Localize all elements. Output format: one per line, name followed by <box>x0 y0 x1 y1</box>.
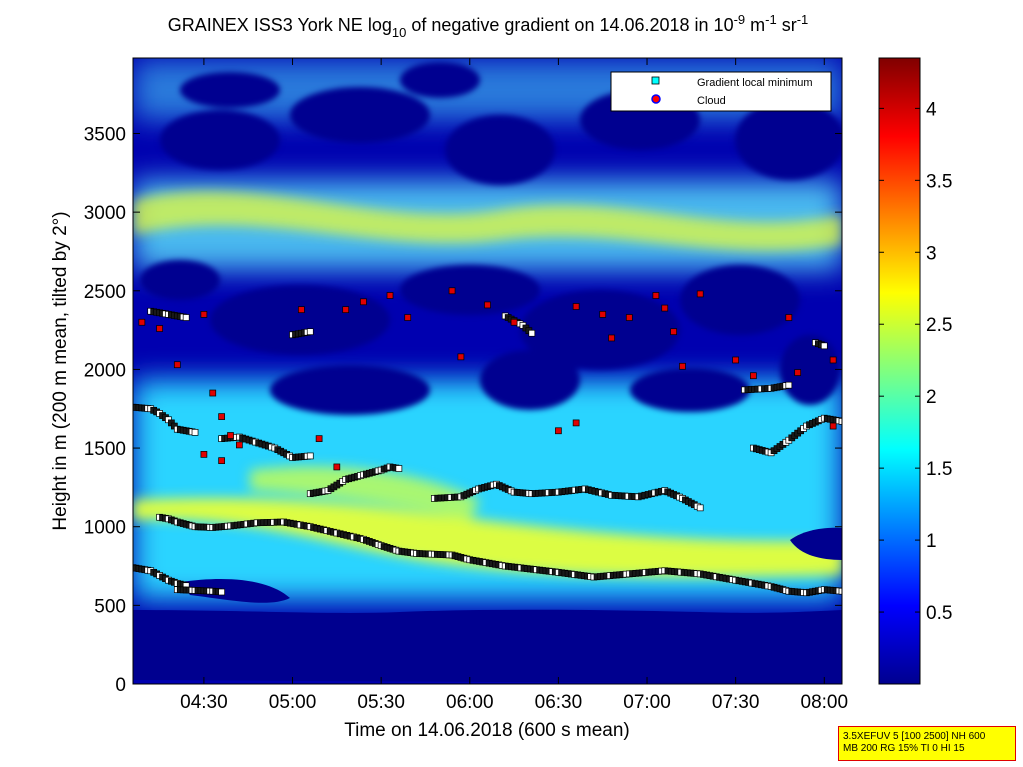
cloud-marker <box>572 419 580 427</box>
minimum-marker <box>182 314 190 321</box>
cloud-marker <box>298 306 305 314</box>
cloud-marker <box>484 301 491 309</box>
y-tick-label: 3000 <box>84 203 126 224</box>
plot-frame <box>132 57 843 685</box>
colorbar <box>878 57 921 685</box>
x-axis: 04:30 05:00 05:30 06:00 06:30 07:00 07:30 08:00 <box>180 58 848 713</box>
cloud-marker <box>333 463 341 471</box>
minimum-marker <box>838 417 842 425</box>
colorbar-tick-label: 4 <box>926 99 937 120</box>
minimum-marker <box>395 465 403 472</box>
cloud-marker <box>555 427 562 435</box>
legend-label-minimum: Gradient local minimum <box>697 77 813 89</box>
cloud-marker <box>200 311 208 318</box>
colorbar-tick-label: 1.5 <box>926 459 952 480</box>
y-tick-label: 0 <box>115 675 126 696</box>
minimum-marker <box>191 428 199 436</box>
cloud-marker <box>236 441 243 449</box>
x-tick-label: 04:30 <box>180 692 228 713</box>
cloud-marker <box>209 389 217 397</box>
x-tick-label: 05:00 <box>269 692 317 713</box>
x-axis-label: Time on 14.06.2018 (600 s mean) <box>344 720 630 741</box>
x-tick-label: 06:00 <box>446 692 494 713</box>
colorbar-tick-label: 3.5 <box>926 171 952 192</box>
x-tick-label: 06:30 <box>535 692 583 713</box>
cloud-marker <box>138 318 146 326</box>
cloud-marker <box>227 432 234 439</box>
cloud-marker <box>732 356 740 364</box>
cloud-marker <box>829 422 837 430</box>
minimum-marker <box>785 381 793 389</box>
info-line-2: MB 200 RG 15% TI 0 HI 15 <box>843 743 965 754</box>
cloud-marker <box>218 413 225 420</box>
cloud-marker <box>510 318 518 326</box>
minimum-marker <box>696 504 704 512</box>
cloud-marker <box>599 311 607 318</box>
cloud-marker <box>661 304 669 312</box>
legend-marker-cloud <box>651 94 661 104</box>
info-line-1: 3.5XEFUV 5 [100 2500] NH 600 <box>843 731 986 742</box>
minimum-marker <box>838 587 842 595</box>
y-tick-label: 1000 <box>84 518 126 539</box>
cloud-marker <box>448 287 456 295</box>
data-marks <box>133 287 842 597</box>
cloud-marker <box>608 334 615 342</box>
minimum-marker <box>306 328 314 336</box>
cloud-marker <box>156 325 163 332</box>
cloud-marker <box>342 306 350 314</box>
colorbar-axis: 0.5 1 1.5 2 2.5 3 3.5 4 <box>879 99 952 624</box>
x-tick-label: 08:00 <box>801 692 849 713</box>
cloud-marker <box>829 356 837 364</box>
colorbar-tick-label: 1 <box>926 531 937 552</box>
cloud-marker <box>670 328 677 336</box>
cloud-marker <box>173 361 181 369</box>
colorbar-tick-label: 2 <box>926 387 937 408</box>
colorbar-tick-label: 0.5 <box>926 603 952 624</box>
legend-label-cloud: Cloud <box>697 95 726 107</box>
cloud-marker <box>404 314 412 321</box>
y-tick-label: 2500 <box>84 282 126 303</box>
cloud-marker <box>625 314 633 321</box>
colorbar-tick-label: 3 <box>926 243 937 264</box>
legend-marker-minimum <box>651 76 660 85</box>
cloud-marker <box>200 451 208 458</box>
minimum-marker <box>820 342 828 350</box>
cloud-marker <box>218 457 225 465</box>
y-axis-label: Height in m (200 m mean, tilted by 2°) <box>50 211 71 530</box>
legend: Gradient local minimum Cloud <box>610 71 832 112</box>
cloud-marker <box>457 353 465 361</box>
y-tick-label: 1500 <box>84 439 126 460</box>
colorbar-tick-label: 2.5 <box>926 315 952 336</box>
cloud-marker <box>679 362 686 370</box>
minimum-marker <box>528 329 536 337</box>
x-tick-label: 07:30 <box>712 692 760 713</box>
x-tick-label: 05:30 <box>357 692 405 713</box>
cloud-marker <box>696 290 704 298</box>
cloud-marker <box>652 292 660 299</box>
minimum-marker <box>218 588 225 596</box>
cloud-marker <box>386 292 394 299</box>
cloud-marker <box>785 314 793 321</box>
cloud-marker <box>794 369 802 376</box>
chart-title: GRAINEX ISS3 York NE log10 of negative g… <box>168 12 809 40</box>
y-tick-label: 2000 <box>84 360 126 381</box>
y-tick-label: 3500 <box>84 124 126 145</box>
minimum-marker <box>306 452 314 460</box>
y-tick-label: 500 <box>94 596 126 617</box>
legend-box <box>610 71 832 112</box>
cloud-marker <box>360 298 367 306</box>
info-box: 3.5XEFUV 5 [100 2500] NH 600 MB 200 RG 1… <box>838 726 1016 761</box>
y-axis: 0 500 1000 1500 2000 2500 3000 3500 <box>84 124 842 696</box>
heatmap-field <box>133 58 842 684</box>
x-tick-label: 07:00 <box>623 692 671 713</box>
cloud-marker <box>572 303 580 310</box>
cloud-marker <box>315 435 323 442</box>
cloud-marker <box>750 372 757 380</box>
